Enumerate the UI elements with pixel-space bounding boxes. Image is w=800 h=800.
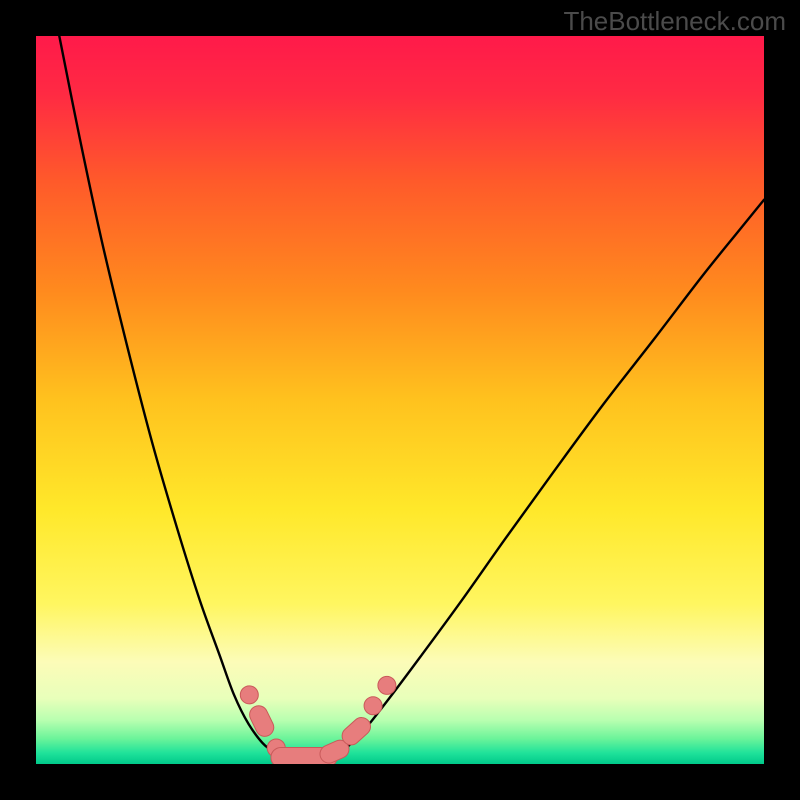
- plot-background: [36, 36, 764, 764]
- curve-marker: [240, 686, 258, 704]
- chart-root: TheBottleneck.com: [0, 0, 800, 800]
- chart-svg: [0, 0, 800, 800]
- watermark-text: TheBottleneck.com: [563, 6, 786, 37]
- curve-marker: [378, 676, 396, 694]
- curve-marker: [364, 697, 382, 715]
